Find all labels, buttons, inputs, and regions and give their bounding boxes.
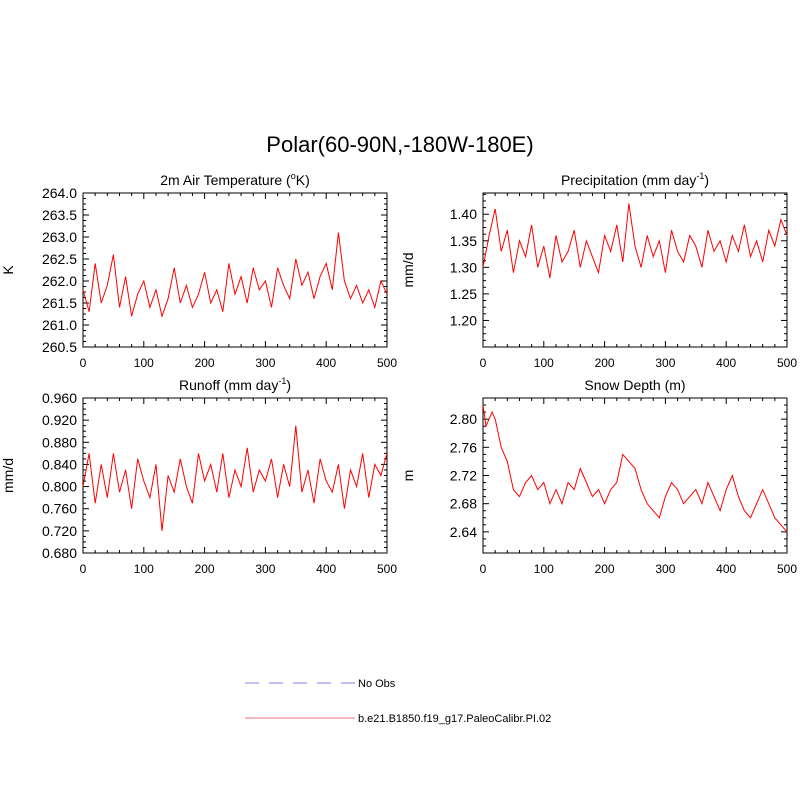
- x-tick-label: 400: [716, 356, 736, 370]
- x-tick-label: 400: [316, 562, 336, 576]
- x-tick-label: 300: [255, 356, 275, 370]
- y-tick-label: 260.5: [42, 339, 77, 355]
- y-axis-label: K: [0, 265, 16, 275]
- y-tick-label: 263.5: [42, 207, 77, 223]
- x-tick-label: 0: [480, 562, 487, 576]
- y-tick-label: 2.64: [450, 524, 477, 540]
- series-line: [482, 404, 788, 533]
- x-tick-label: 500: [377, 562, 397, 576]
- x-tick-label: 100: [134, 356, 154, 370]
- x-tick-label: 500: [777, 356, 797, 370]
- panel-title: 2m Air Temperature (oK): [160, 171, 309, 188]
- x-tick-label: 100: [534, 562, 554, 576]
- x-tick-label: 100: [134, 562, 154, 576]
- panel-title: Precipitation (mm day-1): [561, 171, 709, 188]
- panel-temperature: 2m Air Temperature (oK) K 0 100 200 300 400 500…: [0, 171, 397, 370]
- x-tick-label: 0: [480, 356, 487, 370]
- y-tick-label: 0.800: [42, 479, 77, 495]
- plot-frame: [482, 192, 788, 348]
- plot-frame: [82, 192, 388, 348]
- y-tick-label: 0.960: [42, 390, 77, 406]
- x-tick-label: 0: [80, 562, 87, 576]
- x-tick-label: 300: [655, 562, 675, 576]
- y-tick-label: 262.0: [42, 273, 77, 289]
- y-tick-label: 0.920: [42, 412, 77, 428]
- y-tick-label: 0.680: [42, 545, 77, 561]
- y-axis-label: mm/d: [400, 253, 416, 288]
- series-line: [482, 203, 788, 279]
- x-tick-label: 200: [195, 562, 215, 576]
- y-tick-label: 0.720: [42, 523, 77, 539]
- x-tick-label: 200: [595, 562, 615, 576]
- panel-runoff: Runoff (mm day-1) mm/d 0 100 200 300 400 500 0.6…: [0, 376, 397, 576]
- y-tick-label: 0.840: [42, 456, 77, 472]
- legend: No Obs b.e21.B1850.f19_g17.PaleoCalibr.P…: [245, 678, 551, 725]
- x-tick-label: 200: [595, 356, 615, 370]
- y-tick-label: 262.5: [42, 251, 77, 267]
- y-tick-label: 1.40: [450, 206, 477, 222]
- legend-label-model-run: b.e21.B1850.f19_g17.PaleoCalibr.PI.02: [358, 713, 551, 725]
- panel-precipitation: Precipitation (mm day-1) mm/d 0 100 200 300 40…: [400, 171, 797, 370]
- y-tick-label: 1.20: [450, 312, 477, 328]
- plot-frame: [82, 397, 388, 554]
- series-line: [82, 425, 388, 531]
- y-tick-label: 1.30: [450, 259, 477, 275]
- y-tick-label: 2.68: [450, 496, 477, 512]
- y-tick-label: 0.760: [42, 501, 77, 517]
- x-tick-label: 300: [655, 356, 675, 370]
- x-tick-label: 500: [377, 356, 397, 370]
- x-tick-label: 400: [716, 562, 736, 576]
- y-tick-label: 264.0: [42, 185, 77, 201]
- y-axis-label: m: [400, 470, 416, 482]
- y-tick-label: 1.25: [450, 286, 477, 302]
- figure-title: Polar(60-90N,-180W-180E): [266, 132, 533, 157]
- x-tick-label: 300: [255, 562, 275, 576]
- y-tick-label: 2.76: [450, 439, 477, 455]
- y-tick-label: 1.35: [450, 233, 477, 249]
- panel-snow-depth: Snow Depth (m) m 0 100 200 300 400 500 2.64 2.68 2…: [400, 377, 797, 576]
- y-tick-label: 2.80: [450, 411, 477, 427]
- y-tick-label: 261.5: [42, 295, 77, 311]
- panel-title: Runoff (mm day-1): [179, 376, 291, 393]
- y-tick-label: 2.72: [450, 468, 477, 484]
- y-tick-label: 261.0: [42, 317, 77, 333]
- x-tick-label: 100: [534, 356, 554, 370]
- x-tick-label: 500: [777, 562, 797, 576]
- y-tick-label: 0.880: [42, 434, 77, 450]
- legend-label-no-obs: No Obs: [358, 678, 396, 690]
- series-line: [82, 232, 388, 319]
- x-tick-label: 0: [80, 356, 87, 370]
- x-tick-label: 400: [316, 356, 336, 370]
- chart-panels: 2m Air Temperature (oK) K 0 100 200 300 400 500…: [0, 171, 797, 576]
- y-tick-label: 263.0: [42, 229, 77, 245]
- y-axis-label: mm/d: [0, 458, 16, 493]
- plot-frame: [482, 397, 788, 554]
- x-tick-label: 200: [195, 356, 215, 370]
- panel-title: Snow Depth (m): [584, 377, 685, 393]
